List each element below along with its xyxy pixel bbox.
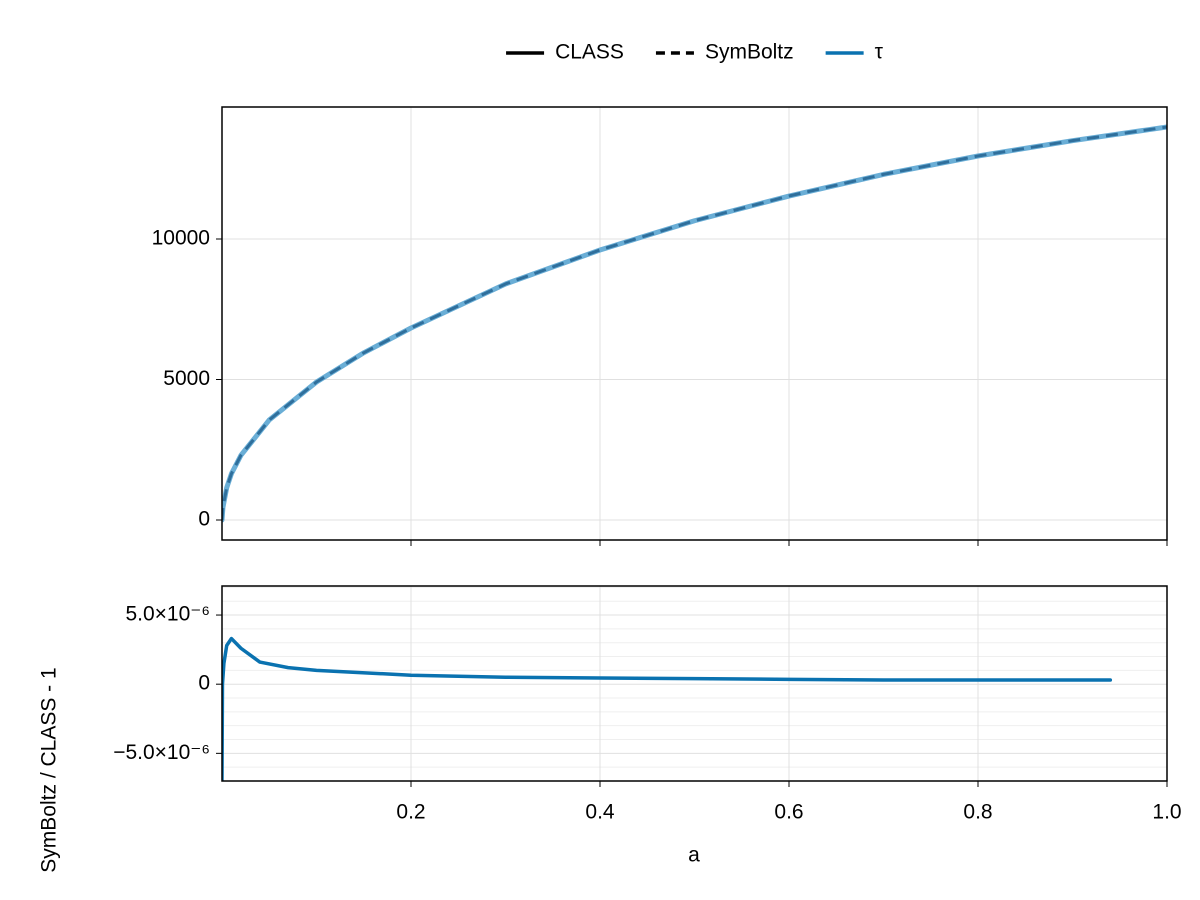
plot-frame	[221, 585, 1168, 782]
plot-frame	[221, 106, 1168, 541]
y-tick-label: 5000	[163, 367, 210, 390]
x-tick-label: 0.6	[774, 801, 803, 824]
series-line	[222, 124, 1167, 523]
legend: CLASS SymBoltz τ	[506, 41, 884, 64]
plot-area	[222, 124, 1167, 523]
y-tick-label: −5.0×10⁻⁶	[113, 741, 210, 764]
y-tick-label: 5.0×10⁻⁶	[125, 603, 210, 626]
legend-label: τ	[875, 41, 884, 64]
y-tick-label: 0	[198, 508, 210, 531]
x-tick-label: 0.2	[396, 801, 425, 824]
series-line	[222, 125, 1167, 521]
legend-label: SymBoltz	[705, 41, 794, 64]
y-tick-label: 10000	[152, 227, 210, 250]
legend-label: CLASS	[555, 41, 624, 64]
y-tick-label: 0	[198, 672, 210, 695]
x-tick-label: 1.0	[1152, 801, 1181, 824]
plot-area	[222, 636, 1113, 781]
x-tick-label: 0.4	[585, 801, 615, 824]
x-tick-label: 0.8	[963, 801, 992, 824]
y-axis-label: SymBoltz / CLASS - 1	[38, 667, 61, 872]
series-line	[222, 636, 1113, 781]
x-axis-label: a	[688, 844, 700, 867]
